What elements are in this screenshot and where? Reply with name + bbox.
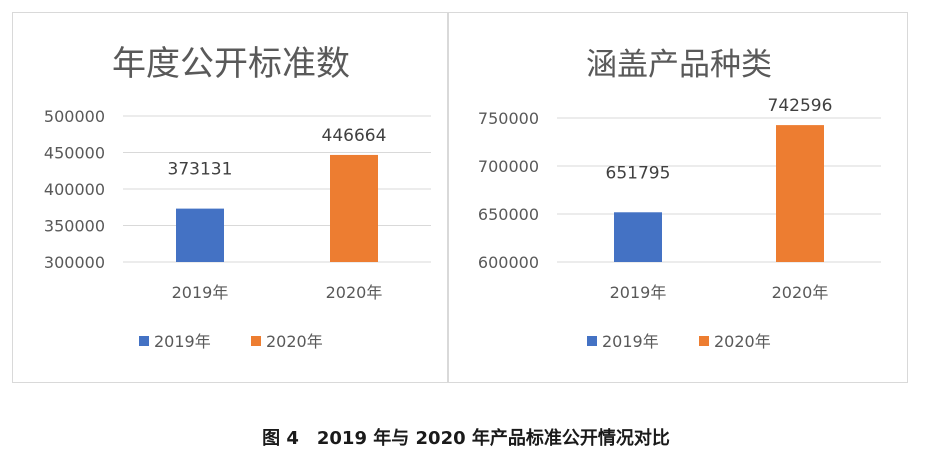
y-tick-label: 400000 [44,180,105,199]
chart-annual-standards: 年度公开标准数 300000 350000 400000 450000 500000 373… [44,44,431,351]
bar-2020年 [330,154,378,262]
legend-label: 2019年 [154,332,211,351]
figure-caption: 图 4 2019 年与 2020 年产品标准公开情况对比 [262,428,670,449]
data-label: 446664 [322,126,387,146]
legend-swatch [251,336,261,346]
legend-swatch [587,336,597,346]
y-tick-label: 450000 [44,144,105,163]
y-tick-label: 700000 [478,157,539,176]
legend-label: 2019年 [602,332,659,351]
bar-2020年 [776,125,824,262]
x-tick-label: 2020年 [326,283,383,302]
data-label: 742596 [768,96,833,116]
x-tick-label: 2020年 [772,283,829,302]
y-tick-label: 300000 [44,253,105,272]
legend-swatch [139,336,149,346]
legend-label: 2020年 [266,332,323,351]
y-tick-label: 500000 [44,107,105,126]
bar-2019年 [176,208,224,262]
x-tick-label: 2019年 [610,283,667,302]
y-tick-label: 750000 [478,109,539,128]
bar-2019年 [614,212,662,262]
legend-label: 2020年 [714,332,771,351]
y-tick-label: 350000 [44,217,105,236]
legend-swatch [699,336,709,346]
y-tick-label: 650000 [478,205,539,224]
data-label: 373131 [168,160,233,180]
chart-product-types: 涵盖产品种类 600000 650000 700000 750000 651795 2019… [478,47,881,351]
chart-title: 年度公开标准数 [112,44,350,84]
chart-title: 涵盖产品种类 [586,47,772,83]
x-tick-label: 2019年 [172,283,229,302]
chart-panel-annual-standards: 年度公开标准数 300000 350000 400000 450000 500000 373… [12,12,448,383]
chart-panel-product-types: 涵盖产品种类 600000 650000 700000 750000 651795 2019… [448,12,908,383]
data-label: 651795 [606,163,671,183]
y-tick-label: 600000 [478,253,539,272]
